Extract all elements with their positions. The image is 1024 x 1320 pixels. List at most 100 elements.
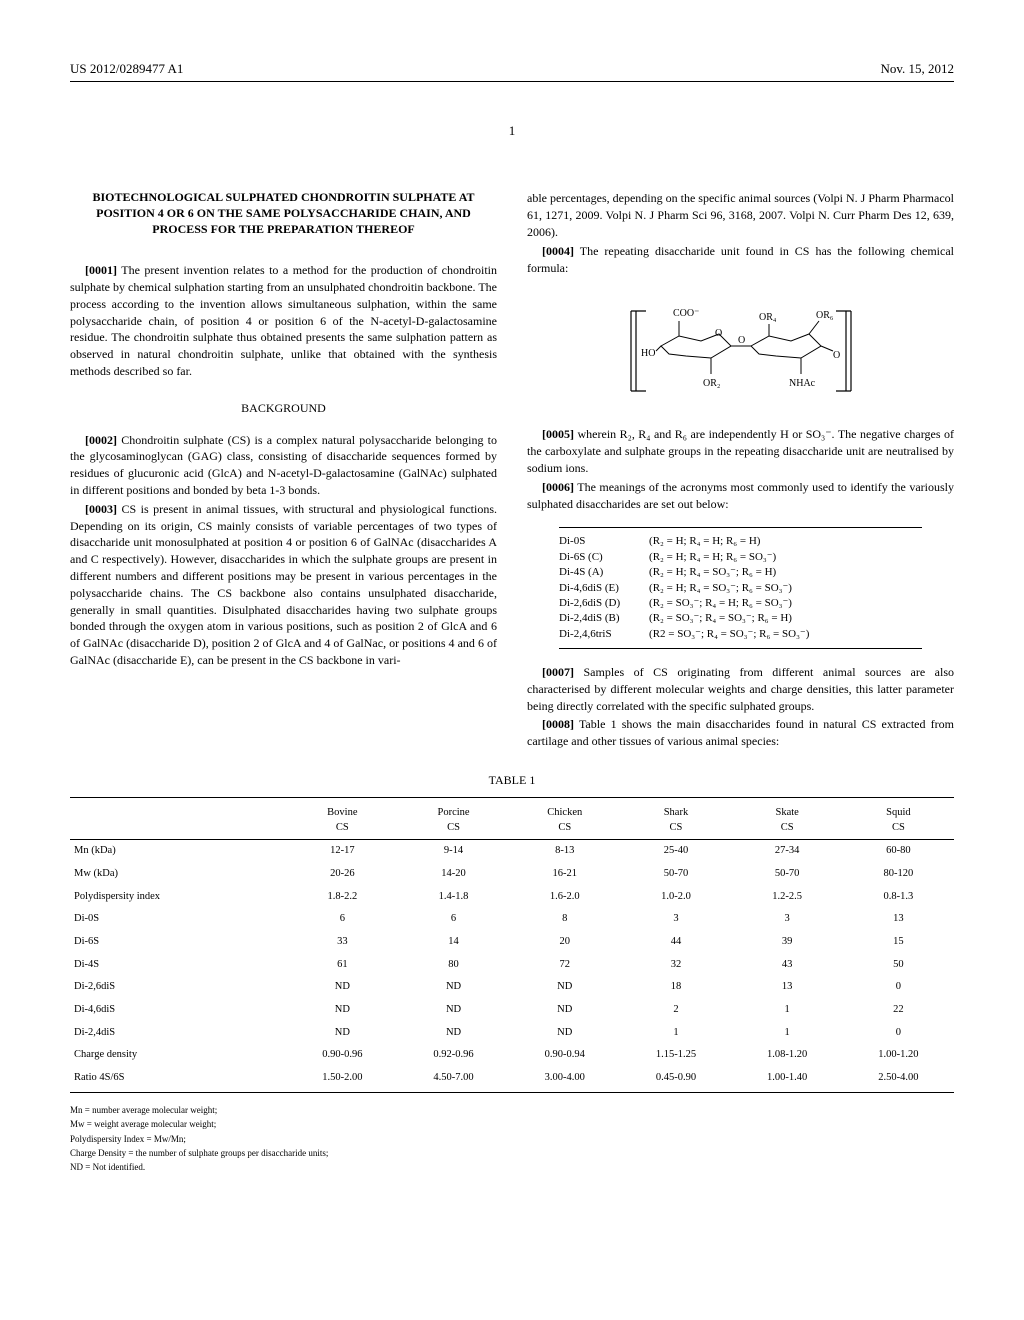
table-cell: 27-34 <box>732 840 843 863</box>
acronym-row: Di-4,6diS (E)(R₂ = H; R₄ = SO₃⁻; R₆ = SO… <box>559 581 922 596</box>
table-row: Di-4,6diSNDNDND2122 <box>70 999 954 1022</box>
para-text-8: Table 1 shows the main disaccharides fou… <box>527 717 954 748</box>
right-column: able percentages, depending on the speci… <box>527 190 954 752</box>
table-row: Polydispersity index1.8-2.21.4-1.81.6-2.… <box>70 886 954 909</box>
table-cell: 0 <box>843 1022 954 1045</box>
acronym-row: Di-4S (A)(R₂ = H; R₄ = SO₃⁻; R₆ = H) <box>559 565 922 580</box>
table-header-cell: SharkCS <box>620 797 731 839</box>
table-cell: 50 <box>843 954 954 977</box>
table-cell: ND <box>398 976 509 999</box>
table-cell: ND <box>509 1022 620 1045</box>
table-cell: Di-0S <box>70 908 287 931</box>
table-cell: 1.50-2.00 <box>287 1067 398 1092</box>
table-cell: 1.15-1.25 <box>620 1044 731 1067</box>
acronym-row: Di-6S (C)(R₂ = H; R₄ = H; R₆ = SO₃⁻) <box>559 550 922 565</box>
table-cell: 32 <box>620 954 731 977</box>
table-cell: Mw (kDa) <box>70 863 287 886</box>
chem-or6-label: OR₆ <box>816 310 834 321</box>
acronym-row: Di-2,4,6triS(R2 = SO₃⁻; R₄ = SO₃⁻; R₆ = … <box>559 627 922 642</box>
table-cell: 8-13 <box>509 840 620 863</box>
paragraph-1: [0001] The present invention relates to … <box>70 262 497 380</box>
table-note: ND = Not identified. <box>70 1160 954 1174</box>
table-1: BovineCSPorcineCSChickenCSSharkCSSkateCS… <box>70 797 954 1093</box>
table-cell: 0.92-0.96 <box>398 1044 509 1067</box>
table-cell: 1.2-2.5 <box>732 886 843 909</box>
paragraph-3: [0003] CS is present in animal tissues, … <box>70 501 497 669</box>
table-cell: 0.90-0.96 <box>287 1044 398 1067</box>
paragraph-5: [0005] wherein R₂, R₄ and R₆ are indepen… <box>527 426 954 476</box>
acronym-label: Di-4,6diS (E) <box>559 581 649 596</box>
table-header-cell <box>70 797 287 839</box>
acronym-definition: (R₂ = H; R₄ = SO₃⁻; R₆ = H) <box>649 565 922 580</box>
table-cell: 50-70 <box>620 863 731 886</box>
left-column: BIOTECHNOLOGICAL SULPHATED CHONDROITIN S… <box>70 190 497 752</box>
table-cell: 8 <box>509 908 620 931</box>
para-text-4: The repeating disaccharide unit found in… <box>527 244 954 275</box>
table-cell: ND <box>287 999 398 1022</box>
table-row: Mn (kDa)12-179-148-1325-4027-3460-80 <box>70 840 954 863</box>
table-cell: 3.00-4.00 <box>509 1067 620 1092</box>
para-text-7: Samples of CS originating from different… <box>527 665 954 713</box>
paragraph-2: [0002] Chondroitin sulphate (CS) is a co… <box>70 432 497 499</box>
table-cell: 33 <box>287 931 398 954</box>
publication-number: US 2012/0289477 A1 <box>70 60 183 78</box>
table-cell: Di-6S <box>70 931 287 954</box>
table-cell: 0.8-1.3 <box>843 886 954 909</box>
table-cell: 0 <box>843 976 954 999</box>
table-cell: 1.0-2.0 <box>620 886 731 909</box>
document-title: BIOTECHNOLOGICAL SULPHATED CHONDROITIN S… <box>70 190 497 237</box>
table-cell: 4.50-7.00 <box>398 1067 509 1092</box>
table-note: Charge Density = the number of sulphate … <box>70 1146 954 1160</box>
disaccharide-svg: COO⁻ HO OR₂ OR₄ OR₆ NHAc O O O <box>611 296 871 406</box>
chem-o3-label: O <box>833 350 840 361</box>
table-cell: 80-120 <box>843 863 954 886</box>
acronym-label: Di-2,4diS (B) <box>559 611 649 626</box>
table-cell: 50-70 <box>732 863 843 886</box>
table-cell: 1 <box>620 1022 731 1045</box>
table-cell: ND <box>398 1022 509 1045</box>
table-row: Charge density0.90-0.960.92-0.960.90-0.9… <box>70 1044 954 1067</box>
table-notes: Mn = number average molecular weight;Mw … <box>70 1103 954 1175</box>
table-cell: 6 <box>398 908 509 931</box>
paragraph-6: [0006] The meanings of the acronyms most… <box>527 479 954 513</box>
table-caption: TABLE 1 <box>70 772 954 789</box>
para-num-3: [0003] <box>85 502 117 516</box>
table-cell: 15 <box>843 931 954 954</box>
table-cell: 43 <box>732 954 843 977</box>
acronym-definition: (R₂ = H; R₄ = H; R₆ = H) <box>649 534 922 549</box>
table-cell: ND <box>398 999 509 1022</box>
table-note: Mn = number average molecular weight; <box>70 1103 954 1117</box>
table-row: Di-0S6683313 <box>70 908 954 931</box>
table-section: TABLE 1 BovineCSPorcineCSChickenCSSharkC… <box>70 772 954 1175</box>
table-row: Di-2,4diSNDNDND110 <box>70 1022 954 1045</box>
table-cell: Ratio 4S/6S <box>70 1067 287 1092</box>
table-cell: 1.6-2.0 <box>509 886 620 909</box>
table-cell: Di-4S <box>70 954 287 977</box>
para-text-6: The meanings of the acronyms most common… <box>527 480 954 511</box>
chem-o2-label: O <box>738 335 745 346</box>
table-cell: Polydispersity index <box>70 886 287 909</box>
page-header: US 2012/0289477 A1 Nov. 15, 2012 <box>70 60 954 82</box>
table-row: Di-2,6diSNDNDND18130 <box>70 976 954 999</box>
table-cell: 39 <box>732 931 843 954</box>
table-cell: 3 <box>620 908 731 931</box>
table-cell: 12-17 <box>287 840 398 863</box>
table-cell: 18 <box>620 976 731 999</box>
table-cell: ND <box>287 976 398 999</box>
table-cell: 3 <box>732 908 843 931</box>
table-cell: 22 <box>843 999 954 1022</box>
table-cell: 1.8-2.2 <box>287 886 398 909</box>
para-num-6: [0006] <box>542 480 574 494</box>
table-cell: Di-4,6diS <box>70 999 287 1022</box>
acronym-label: Di-2,6diS (D) <box>559 596 649 611</box>
para-num-7: [0007] <box>542 665 574 679</box>
chem-ho-label: HO <box>641 348 655 359</box>
table-cell: Charge density <box>70 1044 287 1067</box>
para-text-2: Chondroitin sulphate (CS) is a complex n… <box>70 433 497 497</box>
paragraph-4: [0004] The repeating disaccharide unit f… <box>527 243 954 277</box>
table-cell: 60-80 <box>843 840 954 863</box>
acronym-label: Di-4S (A) <box>559 565 649 580</box>
table-cell: 0.90-0.94 <box>509 1044 620 1067</box>
table-cell: 0.45-0.90 <box>620 1067 731 1092</box>
table-cell: 80 <box>398 954 509 977</box>
